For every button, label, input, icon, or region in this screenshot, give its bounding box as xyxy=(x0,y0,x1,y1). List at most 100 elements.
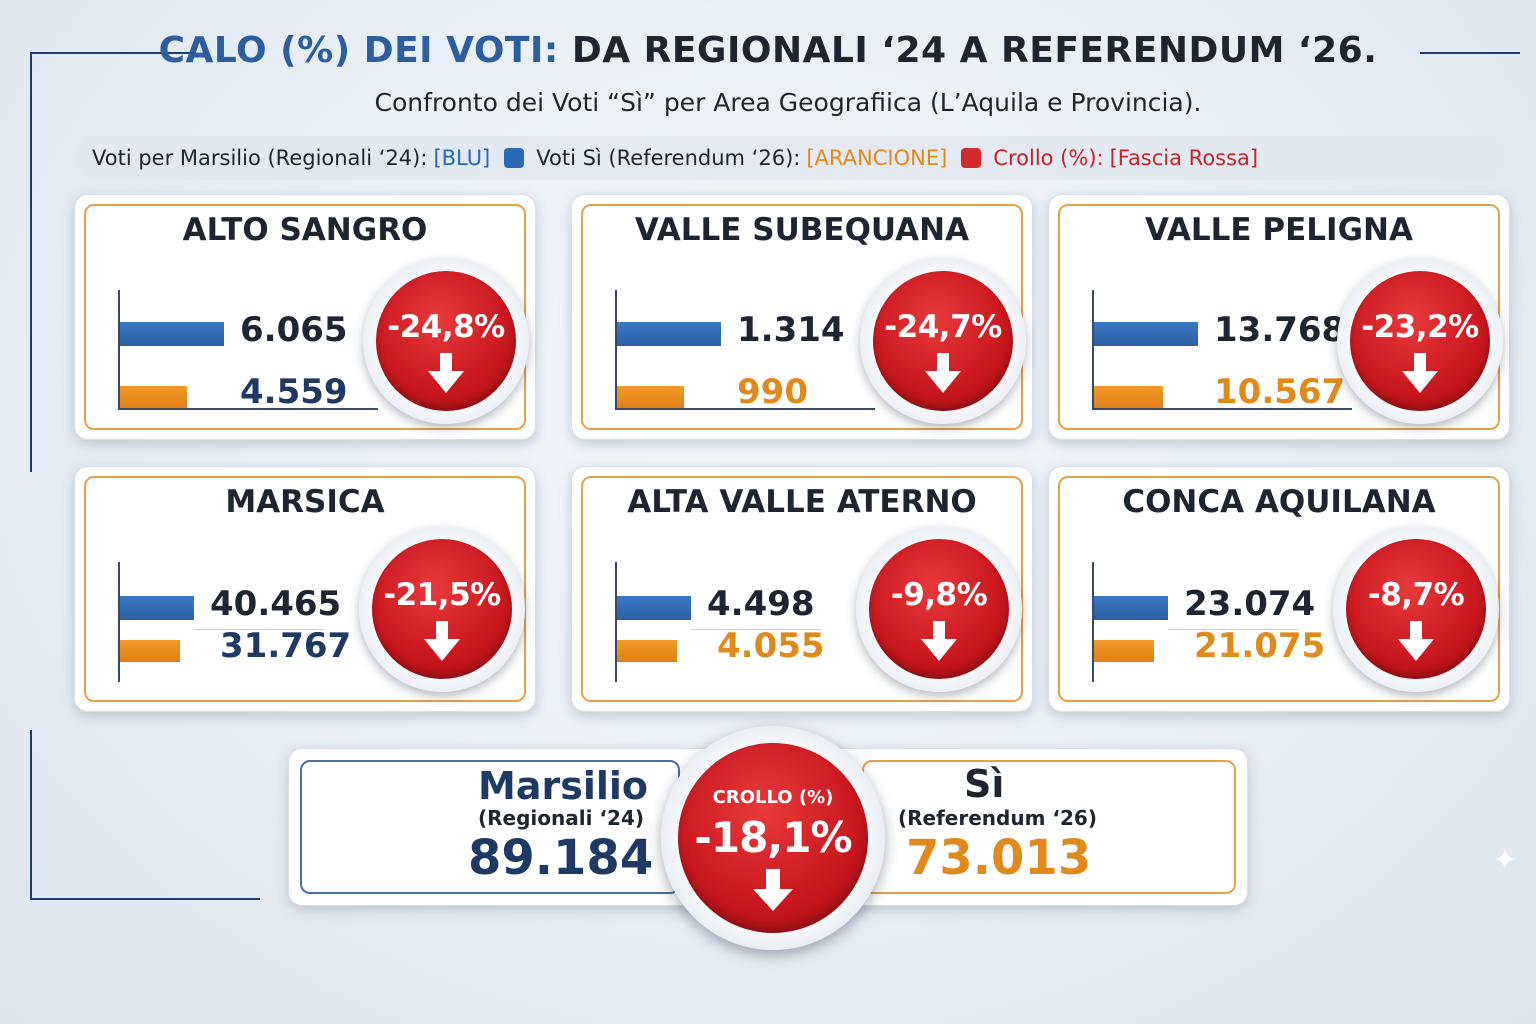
crollo-value: -8,7% xyxy=(1367,577,1465,613)
value-marsilio: 13.768 xyxy=(1214,310,1346,350)
frame-line-bottom xyxy=(30,898,260,900)
down-arrow-icon xyxy=(1402,353,1438,393)
bar-marsilio xyxy=(120,596,194,620)
crollo-value: -23,2% xyxy=(1361,309,1479,345)
crollo-badge: -24,8% xyxy=(363,258,529,424)
crollo-value: -9,8% xyxy=(890,577,988,613)
bar-si xyxy=(617,386,684,408)
legend-marsilio-label: Voti per Marsilio (Regionali ‘24): xyxy=(92,146,428,170)
legend-si-label: Voti Sì (Referendum ‘26): xyxy=(536,146,801,170)
legend-crollo-color-name: [Fascia Rossa] xyxy=(1109,146,1259,170)
bar-axis xyxy=(615,562,617,682)
crollo-badge: -23,2% xyxy=(1337,258,1503,424)
crollo-disc: -8,7% xyxy=(1346,539,1486,679)
title-rest: DA REGIONALI ‘24 A REFERENDUM ‘26. xyxy=(571,30,1378,71)
down-arrow-icon xyxy=(1398,621,1434,661)
value-marsilio: 6.065 xyxy=(240,310,348,350)
crollo-disc: -21,5% xyxy=(372,539,512,679)
summary-marsilio-value: 89.184 xyxy=(468,830,654,886)
legend-blue-swatch-icon xyxy=(504,148,525,168)
value-marsilio: 4.498 xyxy=(707,584,815,624)
bar-axis xyxy=(1092,290,1094,410)
down-arrow-icon xyxy=(925,353,961,393)
value-si: 21.075 xyxy=(1194,626,1326,666)
frame-line-left-lower xyxy=(30,730,32,900)
page-title: CALO (%) DEI VOTI: DA REGIONALI ‘24 A RE… xyxy=(0,30,1536,71)
bar-baseline xyxy=(1092,408,1352,410)
bar-si xyxy=(120,640,180,662)
bar-si xyxy=(617,640,677,662)
value-marsilio: 40.465 xyxy=(210,584,342,624)
bar-baseline xyxy=(118,408,378,410)
bar-axis xyxy=(118,290,120,410)
crollo-badge: -21,5% xyxy=(359,526,525,692)
crollo-disc: -9,8% xyxy=(869,539,1009,679)
crollo-badge: -9,8% xyxy=(856,526,1022,692)
bar-si xyxy=(120,386,187,408)
bar-axis xyxy=(1092,562,1094,682)
crollo-value: -24,8% xyxy=(387,309,505,345)
frame-line-top-left xyxy=(30,52,190,54)
area-name: CONCA AQUILANA xyxy=(1122,484,1436,520)
value-marsilio: 1.314 xyxy=(737,310,845,350)
value-si: 31.767 xyxy=(220,626,352,666)
area-card: ALTA VALLE ATERNO 4.498 4.055 -9,8% xyxy=(571,466,1033,712)
summary-marsilio-sub: (Regionali ‘24) xyxy=(478,806,644,830)
bar-axis xyxy=(118,562,120,682)
value-separator xyxy=(1168,629,1298,630)
summary-crollo-badge: CROLLO (%) -18,1% xyxy=(661,726,885,950)
bar-marsilio xyxy=(617,322,721,346)
frame-line-left-upper xyxy=(30,52,32,472)
legend-red-swatch-icon xyxy=(961,148,982,168)
legend-crollo-label: Crollo (%): xyxy=(993,146,1104,170)
summary-si-value: 73.013 xyxy=(906,830,1092,886)
area-card: MARSICA 40.465 31.767 -21,5% xyxy=(74,466,536,712)
down-arrow-icon xyxy=(424,621,460,661)
value-si: 10.567 xyxy=(1214,372,1346,412)
bar-si xyxy=(1094,640,1154,662)
summary-si-name: Sì xyxy=(964,762,1005,806)
value-separator xyxy=(691,629,821,630)
legend: Voti per Marsilio (Regionali ‘24): [BLU]… xyxy=(76,136,1504,180)
down-arrow-icon xyxy=(428,353,464,393)
area-card: VALLE PELIGNA 13.768 10.567 -23,2% xyxy=(1048,194,1510,440)
sparkle-icon: ✦ xyxy=(1492,843,1518,878)
value-separator xyxy=(194,629,324,630)
value-si: 990 xyxy=(737,372,808,412)
value-si: 4.559 xyxy=(240,372,348,412)
bar-marsilio xyxy=(1094,596,1168,620)
area-name: MARSICA xyxy=(225,484,385,520)
summary-marsilio-name: Marsilio xyxy=(478,764,648,808)
area-card: VALLE SUBEQUANA 1.314 990 -24,7% xyxy=(571,194,1033,440)
value-si: 4.055 xyxy=(717,626,825,666)
bar-marsilio xyxy=(120,322,224,346)
area-name: ALTA VALLE ATERNO xyxy=(627,484,977,520)
down-arrow-icon xyxy=(921,621,957,661)
summary-si-sub: (Referendum ‘26) xyxy=(898,806,1097,830)
crollo-disc: -23,2% xyxy=(1350,271,1490,411)
bar-axis xyxy=(615,290,617,410)
value-marsilio: 23.074 xyxy=(1184,584,1316,624)
crollo-badge: -8,7% xyxy=(1333,526,1499,692)
bar-marsilio xyxy=(1094,322,1198,346)
legend-marsilio-color-name: [BLU] xyxy=(433,146,491,170)
area-card: ALTO SANGRO 6.065 4.559 -24,8% xyxy=(74,194,536,440)
title-highlight: CALO (%) DEI VOTI: xyxy=(158,30,559,71)
area-name: VALLE PELIGNA xyxy=(1145,212,1413,248)
crollo-value: -24,7% xyxy=(884,309,1002,345)
crollo-value: -21,5% xyxy=(383,577,501,613)
crollo-disc: -24,7% xyxy=(873,271,1013,411)
summary-crollo-disc: CROLLO (%) -18,1% xyxy=(678,743,868,933)
area-name: VALLE SUBEQUANA xyxy=(634,212,970,248)
area-name: ALTO SANGRO xyxy=(182,212,428,248)
legend-si-color-name: [ARANCIONE] xyxy=(806,146,948,170)
summary-crollo-value: -18,1% xyxy=(694,813,852,862)
crollo-disc: -24,8% xyxy=(376,271,516,411)
bar-si xyxy=(1094,386,1163,408)
down-arrow-icon xyxy=(753,869,793,911)
summary-crollo-label: CROLLO (%) xyxy=(712,787,834,808)
area-card: CONCA AQUILANA 23.074 21.075 -8,7% xyxy=(1048,466,1510,712)
page-subtitle: Confronto dei Voti “Sì” per Area Geograf… xyxy=(374,88,1202,117)
frame-line-top-right xyxy=(1420,52,1520,54)
bar-marsilio xyxy=(617,596,691,620)
